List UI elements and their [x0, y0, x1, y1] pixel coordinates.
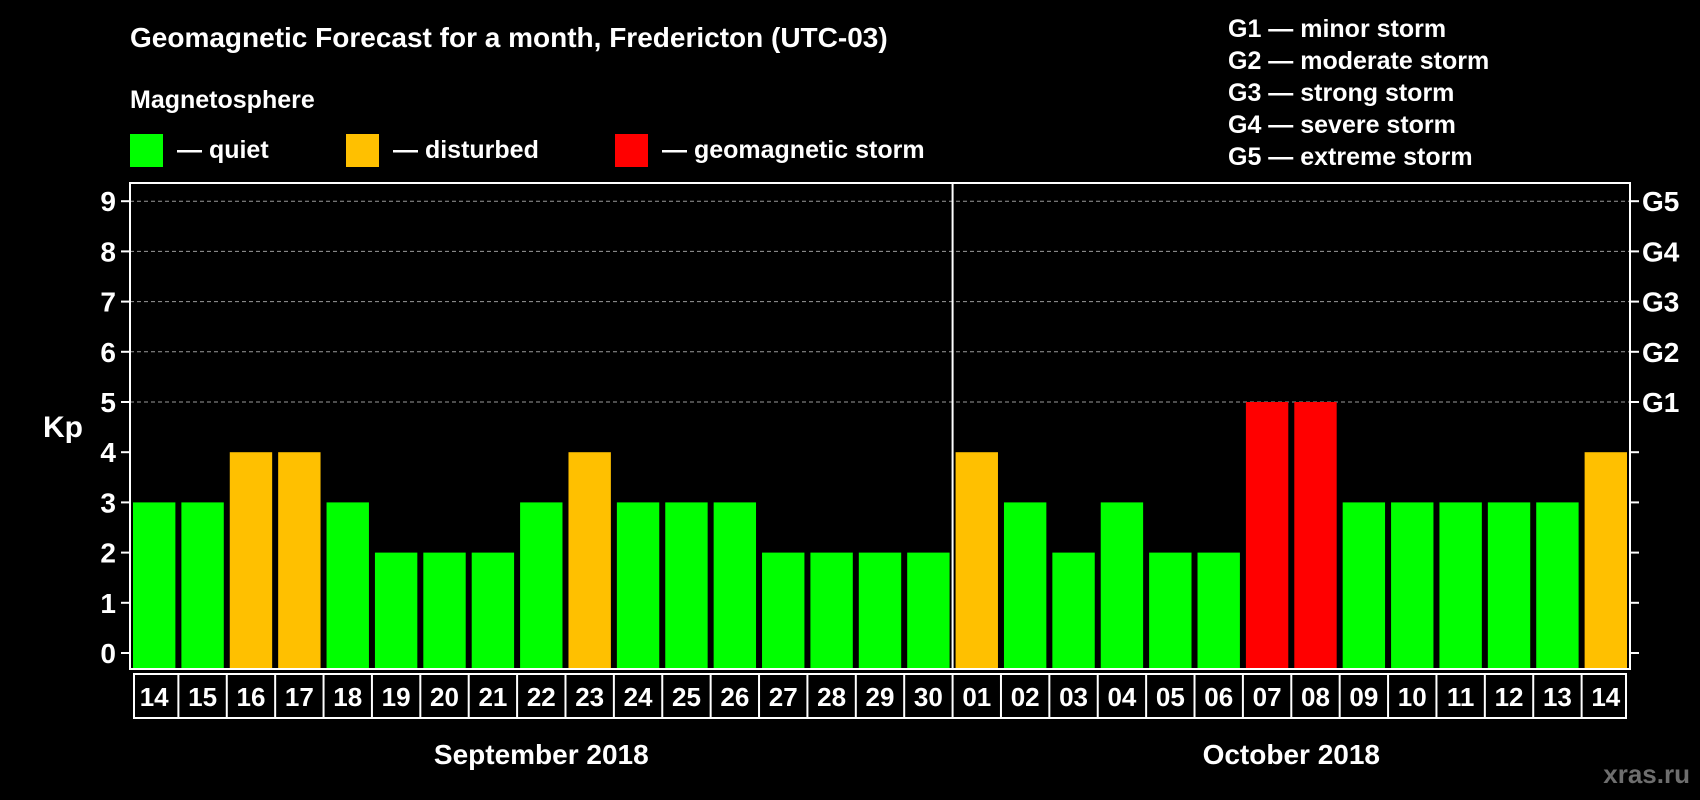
bar-16 [907, 552, 950, 669]
date-label-24: 08 [1301, 682, 1330, 712]
date-label-28: 12 [1495, 682, 1524, 712]
right-axis-label-g1: G1 [1642, 387, 1679, 418]
storm-scale-g5: G5 — extreme storm [1228, 143, 1473, 171]
bar-21 [1149, 552, 1192, 669]
bar-3 [278, 452, 321, 669]
right-axis-label-g5: G5 [1642, 186, 1679, 217]
y-tick-label: 6 [100, 337, 116, 368]
legend-swatch-disturbed [346, 134, 379, 167]
bar-24 [1294, 402, 1337, 669]
date-label-2: 16 [237, 682, 266, 712]
bar-13 [762, 552, 805, 669]
plot-frame [129, 182, 1631, 670]
bar-15 [858, 552, 902, 669]
bar-23 [1245, 402, 1289, 669]
bar-29 [1536, 502, 1579, 669]
storm-scale-g1: G1 — minor storm [1228, 15, 1446, 43]
date-label-4: 18 [333, 682, 362, 712]
bar-2 [229, 452, 273, 669]
right-axis-label-g2: G2 [1642, 337, 1679, 368]
date-label-10: 24 [624, 682, 653, 712]
bar-0 [133, 502, 176, 669]
bar-8 [520, 502, 563, 669]
legend-label-storm: — geomagnetic storm [662, 136, 925, 164]
date-label-14: 28 [817, 682, 846, 712]
watermark: xras.ru [1603, 759, 1690, 789]
date-label-27: 11 [1447, 682, 1475, 712]
bar-18 [1003, 502, 1047, 669]
date-label-5: 19 [382, 682, 411, 712]
y-axis-label: Kp [43, 411, 83, 444]
y-tick-label: 4 [100, 437, 116, 468]
date-label-21: 05 [1156, 682, 1185, 712]
storm-scale-g3: G3 — strong storm [1228, 79, 1454, 107]
y-tick-label: 0 [100, 638, 116, 669]
bar-19 [1052, 552, 1095, 669]
bar-9 [568, 452, 611, 669]
date-label-13: 27 [769, 682, 798, 712]
y-tick-label: 1 [100, 588, 116, 619]
date-label-18: 02 [1011, 682, 1040, 712]
right-axis-label-g4: G4 [1642, 236, 1680, 267]
legend-swatch-quiet [130, 134, 163, 167]
date-label-29: 13 [1543, 682, 1572, 712]
date-label-23: 07 [1253, 682, 1282, 712]
legend-label-quiet: — quiet [177, 136, 269, 164]
bar-5 [374, 552, 418, 669]
storm-scale-g4: G4 — severe storm [1228, 111, 1456, 139]
bar-30 [1584, 452, 1627, 669]
legend-swatch-storm [615, 134, 648, 167]
date-label-1: 15 [188, 682, 217, 712]
storm-scale-g2: G2 — moderate storm [1228, 47, 1489, 75]
date-strip [133, 673, 1627, 719]
y-tick-label: 7 [100, 287, 116, 318]
date-label-19: 03 [1059, 682, 1088, 712]
bar-20 [1100, 502, 1144, 669]
legend-label-disturbed: — disturbed [393, 136, 539, 164]
right-axis-label-g3: G3 [1642, 287, 1679, 318]
bar-27 [1439, 502, 1482, 669]
date-label-17: 01 [962, 682, 991, 712]
date-label-22: 06 [1204, 682, 1233, 712]
date-label-12: 26 [720, 682, 749, 712]
y-tick-label: 5 [100, 387, 116, 418]
y-tick-label: 3 [100, 487, 116, 518]
y-tick-label: 8 [100, 236, 116, 267]
date-label-15: 29 [866, 682, 895, 712]
month-label-0: September 2018 [434, 739, 649, 770]
date-label-16: 30 [914, 682, 943, 712]
date-label-20: 04 [1107, 682, 1136, 712]
bar-4 [326, 502, 369, 669]
bar-1 [181, 502, 224, 669]
date-label-6: 20 [430, 682, 459, 712]
bar-10 [616, 502, 660, 669]
date-label-30: 14 [1591, 682, 1620, 712]
bar-6 [423, 552, 466, 669]
bar-26 [1391, 502, 1434, 669]
bar-17 [955, 452, 998, 669]
date-label-7: 21 [478, 682, 507, 712]
y-tick-label: 2 [100, 538, 116, 569]
bar-22 [1197, 552, 1240, 669]
date-label-9: 23 [575, 682, 604, 712]
bar-11 [665, 502, 708, 669]
bar-7 [471, 552, 515, 669]
legend-heading: Magnetosphere [130, 86, 315, 114]
month-label-1: October 2018 [1203, 739, 1380, 770]
bar-12 [713, 502, 757, 669]
bar-28 [1487, 502, 1531, 669]
y-tick-label: 9 [100, 186, 116, 217]
date-label-8: 22 [527, 682, 556, 712]
chart-title: Geomagnetic Forecast for a month, Freder… [130, 22, 888, 53]
date-label-11: 25 [672, 682, 701, 712]
date-label-25: 09 [1349, 682, 1378, 712]
date-label-3: 17 [285, 682, 314, 712]
date-label-26: 10 [1398, 682, 1427, 712]
date-label-0: 14 [140, 682, 169, 712]
bar-14 [810, 552, 853, 669]
bar-25 [1342, 502, 1386, 669]
